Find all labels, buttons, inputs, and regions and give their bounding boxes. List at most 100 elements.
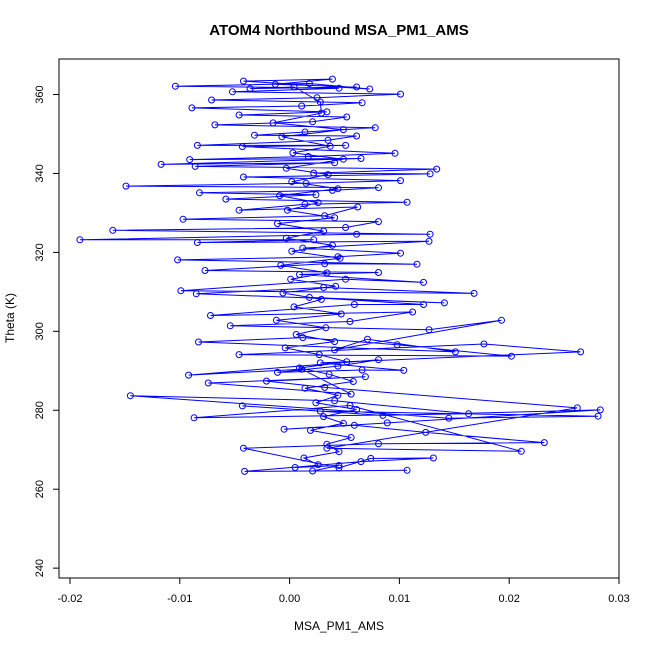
data-point [323,269,331,277]
data-point [271,80,279,88]
data-point [375,356,382,364]
data-point [429,454,437,462]
data-point [375,440,382,448]
data-point [177,287,185,295]
data-point [292,331,300,338]
data-point [188,104,196,112]
data-point [349,378,357,385]
data-point [274,368,281,376]
data-point [300,454,308,462]
data-point [326,142,334,150]
data-point [321,383,329,391]
data-point [238,143,246,151]
x-tick-label: -0.01 [167,593,192,605]
data-point [517,447,525,455]
data-point [375,218,382,226]
data-point [277,261,285,269]
data-point [290,83,298,91]
data-point [310,169,318,177]
y-tick-label: 360 [34,85,46,103]
data-point [269,119,277,127]
data-point [317,295,325,303]
data-point [540,439,548,447]
y-tick-label: 340 [34,164,46,182]
data-point [507,352,515,360]
x-tick-label: -0.02 [57,593,82,605]
x-tick-label: 0.01 [389,593,410,605]
data-point [235,351,243,359]
data-point [279,289,287,297]
data-point [211,121,219,129]
data-point [367,454,375,462]
data-point [283,206,291,214]
data-point [207,312,214,319]
data-point [353,230,361,238]
data-point [337,310,345,318]
data-point [109,226,117,234]
data-point [296,271,303,278]
data-point [240,173,247,181]
data-point [451,348,459,356]
data-point [331,346,339,354]
data-point [314,199,322,207]
data-point [282,234,290,242]
data-point [240,77,247,85]
data-point [335,462,343,469]
series-line [79,78,601,472]
data-point [403,198,411,206]
data-point [397,177,404,185]
series-layer [76,75,604,475]
data-point [320,413,328,421]
data-point [204,379,212,387]
x-tick-label: 0.00 [279,593,300,605]
data-point [174,256,182,264]
data-point [289,149,297,157]
data-point [274,220,281,228]
data-point [334,253,342,261]
data-point [316,407,324,415]
x-tick-label: 0.02 [498,593,519,605]
data-point [353,406,361,413]
data-point [334,185,342,193]
data-point [325,370,333,378]
data-point [358,366,366,374]
data-point [263,377,270,385]
data-point [309,118,317,126]
data-point [301,128,309,136]
data-point [282,164,290,172]
data-point [312,191,320,199]
data-point [573,404,581,412]
data-point [577,348,585,356]
x-tick-label: 0.03 [608,593,629,605]
data-point [361,373,369,381]
data-point [251,131,258,139]
data-point [322,324,330,332]
data-point [342,141,350,149]
data-point [291,464,299,471]
data-point [397,90,404,98]
data-point [350,421,358,429]
data-point [298,102,306,110]
data-point [313,94,321,102]
data-point [307,426,314,434]
data-point [596,406,604,414]
data-point [276,192,284,200]
data-point [195,338,202,346]
data-point [316,98,324,106]
data-point [331,397,339,405]
data-point [353,132,361,140]
data-point [426,230,434,238]
data-point [328,241,336,249]
chart-title: ATOM4 Northbound MSA_PM1_AMS [209,22,468,39]
data-point [342,275,350,283]
data-point [321,260,329,268]
data-point [375,269,382,276]
y-axis-label: Theta (K) [3,293,17,343]
data-point [331,338,339,346]
data-point [323,440,331,448]
data-point [324,136,332,144]
data-point [347,434,355,441]
data-point [350,301,358,308]
data-point [76,236,84,244]
